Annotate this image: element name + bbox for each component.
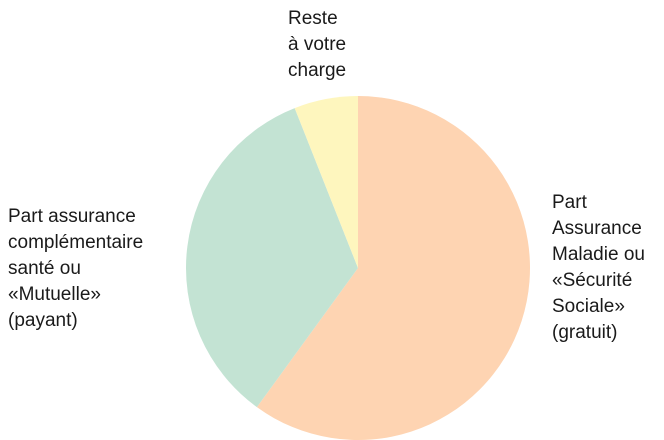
slice-label-securite-sociale: Part Assurance Maladie ou «Sécurité Soci… bbox=[552, 190, 645, 346]
pie-slices bbox=[186, 96, 530, 440]
slice-label-mutuelle: Part assurance complémentaire santé ou «… bbox=[8, 204, 143, 334]
slice-label-reste-a-charge: Reste à votre charge bbox=[288, 6, 346, 84]
